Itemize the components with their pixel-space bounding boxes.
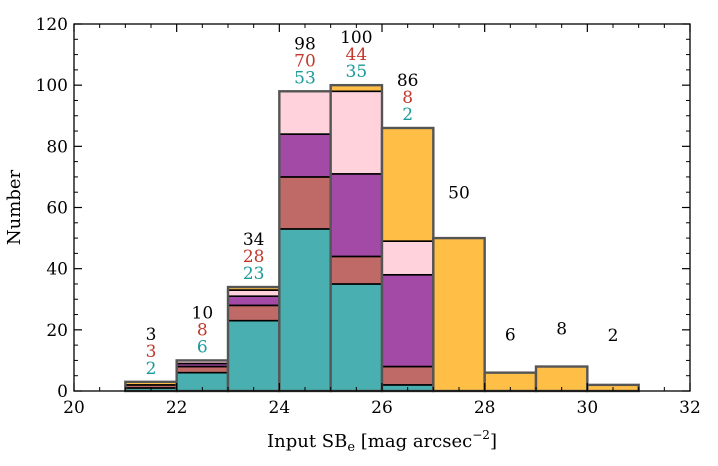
bar-segment-orange xyxy=(432,237,486,392)
bin-annotation: 23 xyxy=(243,264,265,284)
y-tick-label: 100 xyxy=(36,76,68,96)
bin-annotation: 6 xyxy=(505,326,516,346)
bin-annotation: 86 xyxy=(397,71,419,91)
bin-annotation: 70 xyxy=(294,51,316,71)
bin-annotation: 98 xyxy=(294,34,316,54)
y-axis-label: Number xyxy=(4,170,25,246)
x-axis-label: Input SBe [mag arcsec−2] xyxy=(267,428,497,455)
bin-annotation: 2 xyxy=(608,326,619,346)
bar-segment-red xyxy=(227,304,281,322)
bin-annotation: 50 xyxy=(448,183,470,203)
bar-segment-teal xyxy=(278,228,332,392)
x-tick-label: 20 xyxy=(63,398,85,418)
y-tick-label: 60 xyxy=(46,199,68,219)
bin-annotation: 2 xyxy=(146,359,157,379)
bin-annotation: 34 xyxy=(243,230,265,250)
x-axis-label-main: Input SB xyxy=(267,431,347,452)
bin-annotation: 3 xyxy=(146,342,157,362)
x-axis-label-superscript: −2 xyxy=(472,428,490,442)
y-tick-label: 0 xyxy=(57,382,68,402)
bar-segment-pink xyxy=(381,240,435,276)
bar-segment-teal xyxy=(227,319,281,392)
bar-segment-pink xyxy=(329,90,383,175)
x-tick-label: 28 xyxy=(474,398,496,418)
x-tick-label: 24 xyxy=(269,398,291,418)
bar-segment-purple xyxy=(278,133,332,178)
x-axis-label-close: ] xyxy=(490,431,497,452)
x-tick-label: 22 xyxy=(166,398,188,418)
bar-segment-teal xyxy=(329,283,383,392)
x-tick-label: 26 xyxy=(371,398,393,418)
bar-segment-pink xyxy=(227,289,281,297)
bin-annotation: 2 xyxy=(402,105,413,125)
bar-segment-pink xyxy=(278,90,332,135)
bin-annotation: 10 xyxy=(192,303,214,323)
bar-segment-red xyxy=(381,365,435,386)
bin-annotation: 8 xyxy=(402,88,413,108)
bar-segment-purple xyxy=(227,295,281,307)
bin-annotation: 53 xyxy=(294,68,316,88)
bin-annotation: 28 xyxy=(243,247,265,267)
bin-annotation: 44 xyxy=(346,45,368,65)
bar-segment-purple xyxy=(329,173,383,258)
bar-segment-orange xyxy=(381,127,435,242)
y-tick-label: 40 xyxy=(46,260,68,280)
bin-annotation: 8 xyxy=(197,320,208,340)
x-axis-label-subscript: e xyxy=(347,440,355,455)
x-axis-label-unit: [mag arcsec xyxy=(355,431,472,452)
x-tick-label: 30 xyxy=(577,398,599,418)
bin-annotation: 35 xyxy=(346,62,368,82)
y-tick-label: 20 xyxy=(46,321,68,341)
bin-annotation: 6 xyxy=(197,337,208,357)
y-tick-label: 80 xyxy=(46,137,68,157)
bin-annotation: 8 xyxy=(556,320,567,340)
y-tick-label: 120 xyxy=(36,15,68,35)
x-tick-label: 32 xyxy=(679,398,701,418)
bar-segment-purple xyxy=(381,273,435,368)
bar-segment-red xyxy=(278,176,332,230)
bin-annotation: 3 xyxy=(146,325,157,345)
bin-annotation: 100 xyxy=(340,28,372,48)
bar-segment-red xyxy=(175,365,229,374)
bar-segment-red xyxy=(329,255,383,285)
